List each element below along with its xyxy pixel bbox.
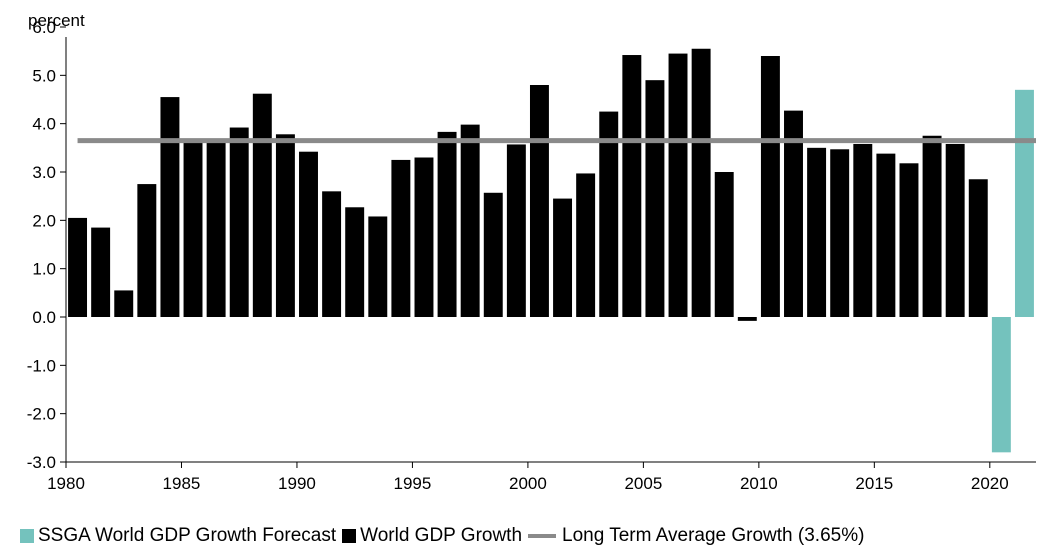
bars <box>68 48 1034 453</box>
gdp-growth-bar <box>91 227 111 317</box>
legend-label-forecast: SSGA World GDP Growth Forecast <box>38 525 337 546</box>
gdp-growth-bar <box>599 111 619 317</box>
legend-item-average: Long Term Average Growth (3.65%) <box>528 525 864 547</box>
forecast-bar <box>991 317 1011 453</box>
legend-item-gdp: World GDP Growth <box>342 525 522 547</box>
gdp-growth-bar <box>760 56 780 317</box>
x-tick-label: 1980 <box>47 474 85 493</box>
legend-item-forecast: SSGA World GDP Growth Forecast <box>20 525 336 547</box>
x-tick-label: 1985 <box>163 474 201 493</box>
x-tick-label: 1990 <box>278 474 316 493</box>
gdp-growth-bar <box>391 159 411 317</box>
y-tick-label: 4.0 <box>32 115 56 134</box>
gdp-growth-bar <box>206 140 226 317</box>
legend-label-average: Long Term Average Growth (3.65%) <box>562 525 865 546</box>
gdp-growth-bar <box>252 93 272 317</box>
gdp-growth-bar <box>437 131 457 317</box>
gdp-growth-bar <box>553 198 573 317</box>
y-axis-unit-label: percent <box>28 11 85 30</box>
y-tick-label: 2.0 <box>32 211 56 230</box>
gdp-growth-bar <box>345 207 365 317</box>
gdp-growth-bar <box>506 144 526 317</box>
gdp-growth-bar <box>137 184 157 317</box>
y-tick-label: 3.0 <box>32 163 56 182</box>
gdp-growth-bar <box>460 124 480 317</box>
gdp-growth-bar <box>645 80 665 317</box>
legend-swatch-gdp <box>342 529 357 543</box>
x-tick-label: 2005 <box>624 474 662 493</box>
gdp-growth-bar <box>414 157 434 317</box>
gdp-growth-bar <box>668 53 688 317</box>
y-tick-label: 1.0 <box>32 260 56 279</box>
gdp-growth-bar <box>229 127 249 317</box>
forecast-bar <box>1014 89 1034 317</box>
gdp-growth-bar <box>160 97 180 317</box>
x-tick-label: 2020 <box>971 474 1009 493</box>
gdp-growth-bar <box>922 135 942 317</box>
gdp-growth-bar <box>576 173 596 317</box>
gdp-growth-bar <box>529 85 549 317</box>
y-tick-label: 5.0 <box>32 66 56 85</box>
gdp-growth-bar <box>622 55 642 317</box>
gdp-growth-bar <box>691 48 711 317</box>
y-tick-label: -1.0 <box>27 356 56 375</box>
gdp-growth-bar <box>876 153 896 317</box>
gdp-growth-bar <box>737 317 757 321</box>
legend: SSGA World GDP Growth Forecast World GDP… <box>20 524 870 548</box>
gdp-growth-bar <box>183 143 203 317</box>
gdp-growth-bar <box>714 172 734 317</box>
gdp-growth-bar <box>784 110 803 318</box>
gdp-growth-bar <box>68 217 88 317</box>
legend-swatch-average <box>528 534 557 538</box>
x-tick-label: 2000 <box>509 474 547 493</box>
x-tick-label: 2015 <box>855 474 893 493</box>
legend-swatch-forecast <box>20 529 34 543</box>
gdp-growth-bar <box>853 143 873 317</box>
gdp-growth-bar <box>299 151 318 317</box>
y-tick-label: -2.0 <box>27 405 56 424</box>
y-tick-label: -3.0 <box>27 453 56 472</box>
gdp-growth-bar <box>830 149 850 317</box>
gdp-growth-bar <box>899 163 919 317</box>
gdp-growth-bar <box>945 143 965 317</box>
gdp-growth-bar <box>114 290 134 317</box>
gdp-growth-bar <box>368 216 388 317</box>
gdp-growth-bar <box>275 134 295 317</box>
gdp-growth-bar <box>483 192 503 317</box>
gdp-growth-bar <box>968 179 988 317</box>
x-tick-label: 1995 <box>394 474 432 493</box>
gdp-growth-bar <box>807 147 827 317</box>
gdp-growth-bar <box>322 191 342 317</box>
y-tick-label: 6.0 <box>32 18 56 37</box>
y-tick-label: 0.0 <box>32 308 56 327</box>
x-axis: 1980 1985 1990 1995 2000 2005 2010 2015 2020 <box>47 461 1036 493</box>
x-tick-label: 2010 <box>740 474 778 493</box>
legend-label-gdp: World GDP Growth <box>360 525 523 546</box>
y-axis: 6.0 5.0 4.0 3.0 2.0 1.0 0.0 -1.0 -2.0 -3.0 <box>27 18 67 472</box>
